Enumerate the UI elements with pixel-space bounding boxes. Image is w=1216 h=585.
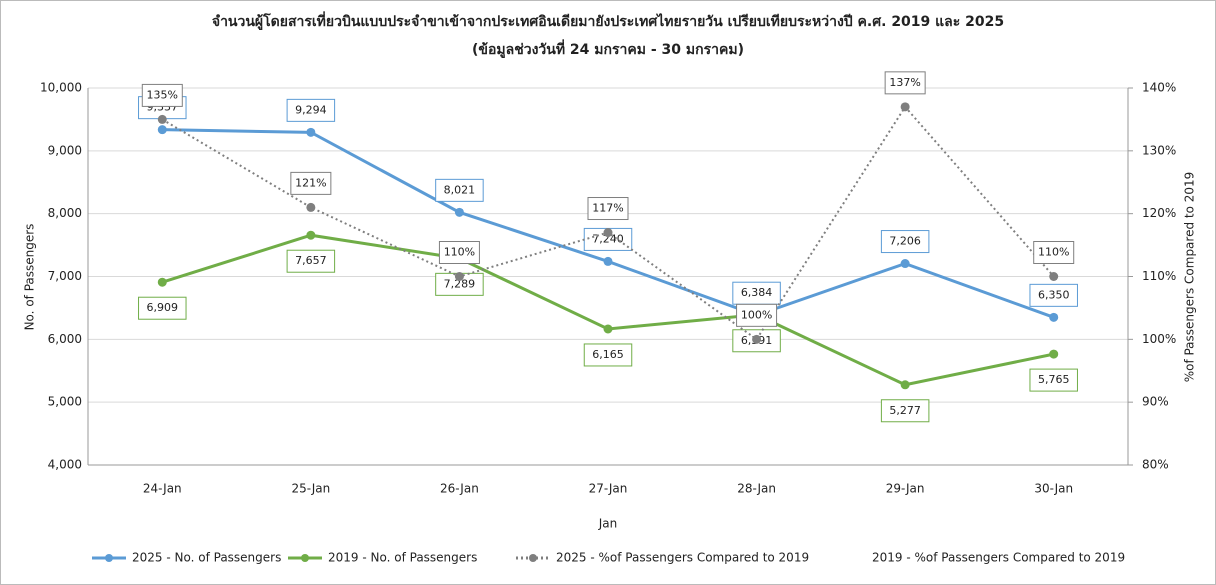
point (454, 272, 464, 281)
data-label-box (583, 343, 633, 367)
y2-tick-label: 110% (1142, 269, 1176, 283)
chart-title: จำนวนผู้โดยสารเที่ยวบินแบบประจำขาเข้าจาก… (212, 11, 1004, 30)
data-label-box (736, 303, 778, 327)
y2-axis-label: %of Passengers Compared to 2019 (1183, 172, 1197, 383)
data-label: 137% (889, 76, 920, 89)
data-label-box (1033, 241, 1075, 264)
data-label: 100% (741, 308, 772, 321)
y-tick-label: 8,000 (48, 206, 82, 220)
data-label-box (880, 230, 930, 254)
point (454, 207, 464, 217)
point (603, 256, 613, 266)
y2-tick-label: 80% (1142, 458, 1169, 472)
data-label: 6,384 (741, 286, 773, 299)
point (752, 334, 762, 344)
x-tick-label: 24-Jan (143, 482, 182, 496)
data-label-box (587, 197, 629, 221)
y2-tick-label: 130% (1142, 143, 1176, 157)
data-label-box (884, 71, 926, 95)
point (900, 259, 910, 269)
y2-tick-label: 120% (1142, 206, 1176, 220)
y-tick-label: 9,000 (48, 143, 82, 157)
legend-label: 2025 - No. of Passengers (132, 551, 281, 565)
data-label: 6,350 (1038, 288, 1070, 301)
data-label: 7,657 (295, 254, 327, 267)
y-tick-label: 6,000 (48, 332, 82, 346)
y-tick-label: 5,000 (48, 395, 82, 409)
legend-marker (105, 554, 113, 562)
y2-tick-label: 100% (1142, 332, 1176, 346)
point (603, 324, 613, 334)
x-tick-label: 27-Jan (589, 482, 628, 496)
legend-marker (529, 554, 537, 562)
y-tick-label: 7,000 (48, 269, 82, 283)
data-label: 7,289 (444, 277, 476, 290)
legend-label: 2019 - No. of Passengers (328, 551, 477, 565)
data-label-box (1029, 368, 1078, 392)
data-label: 6,165 (592, 348, 624, 361)
legend-marker (301, 554, 309, 562)
point (157, 114, 167, 124)
data-label-box (290, 171, 332, 195)
x-tick-label: 26-Jan (440, 482, 479, 496)
x-tick-label: 28-Jan (737, 482, 776, 496)
legend-label: 2019 - %of Passengers Compared to 2019 (872, 551, 1125, 565)
y2-tick-label: 90% (1142, 395, 1169, 409)
data-label: 8,021 (444, 183, 476, 196)
data-label: 135% (147, 88, 178, 101)
point (157, 125, 167, 135)
data-label-box (138, 296, 187, 320)
x-axis-label: Jan (598, 517, 618, 531)
y-axis-label: No. of Passengers (23, 224, 37, 331)
y-tick-label: 10,000 (40, 81, 82, 95)
data-label-box (1029, 283, 1078, 307)
point (1049, 349, 1059, 359)
x-tick-label: 29-Jan (886, 482, 925, 496)
data-label-box (141, 83, 183, 107)
data-label-box (286, 249, 336, 273)
data-label: 5,277 (889, 404, 921, 417)
point (900, 102, 910, 112)
data-label: 121% (295, 176, 326, 189)
point (157, 277, 167, 287)
point (306, 127, 316, 137)
y2-tick-label: 140% (1142, 81, 1176, 95)
point (1049, 312, 1059, 322)
data-label-box (435, 178, 484, 202)
x-tick-label: 25-Jan (291, 482, 330, 496)
y-tick-label: 4,000 (48, 458, 82, 472)
data-label: 7,206 (889, 235, 921, 248)
data-label: 110% (444, 246, 475, 259)
x-tick-label: 30-Jan (1034, 482, 1073, 496)
data-label: 5,765 (1038, 373, 1070, 386)
data-label: 9,294 (295, 103, 327, 116)
point (900, 380, 910, 390)
point (603, 228, 613, 238)
point (306, 202, 316, 212)
data-label-box (286, 98, 336, 122)
data-label: 6,909 (147, 301, 179, 314)
data-label: 117% (592, 202, 623, 215)
point (1049, 272, 1059, 281)
data-label-box (880, 399, 930, 423)
data-label: 110% (1038, 246, 1069, 259)
data-label: 7,240 (592, 232, 624, 245)
chart-subtitle: (ข้อมูลช่วงวันที่ 24 มกราคม - 30 มกราคม) (472, 39, 744, 58)
data-label-box (438, 241, 480, 264)
point (306, 230, 316, 240)
legend-label: 2025 - %of Passengers Compared to 2019 (556, 551, 809, 565)
